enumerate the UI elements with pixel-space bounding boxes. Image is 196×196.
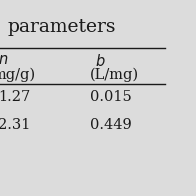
Text: mg/g): mg/g) bbox=[0, 68, 35, 82]
Text: 0.449: 0.449 bbox=[90, 118, 132, 132]
Text: 2.31: 2.31 bbox=[0, 118, 30, 132]
Text: $\it{n}$: $\it{n}$ bbox=[0, 53, 8, 67]
Text: 1.27: 1.27 bbox=[0, 90, 30, 104]
Text: (L/mg): (L/mg) bbox=[90, 68, 139, 82]
Text: 0.015: 0.015 bbox=[90, 90, 132, 104]
Text: $\it{b}$: $\it{b}$ bbox=[95, 53, 106, 69]
Text: parameters: parameters bbox=[8, 18, 116, 36]
